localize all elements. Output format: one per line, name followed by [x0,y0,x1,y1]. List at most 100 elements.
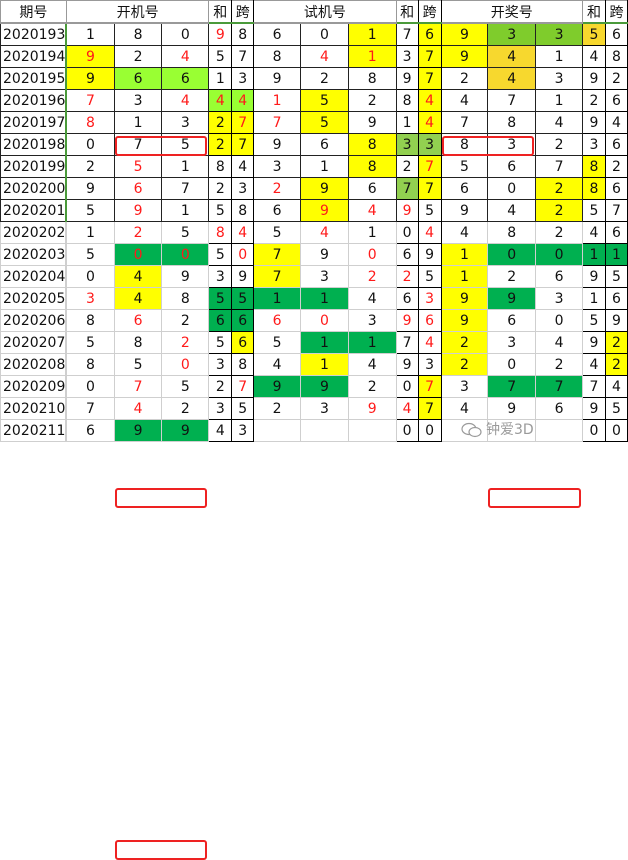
kaijiang-3-cell: 3 [535,287,583,310]
shiji-span-cell: 6 [417,22,442,46]
shiji-span-cell: 4 [417,89,442,112]
kaijiang-2-cell: 0 [487,353,537,376]
shiji-3-cell: 4 [347,287,397,310]
kaiji-sum-cell: 9 [208,22,233,46]
table-row: 2020210 7 4 2 3 5 2 3 9 4 7 4 9 6 9 5 [0,397,628,420]
shiji-3-cell: 3 [347,309,397,332]
kaiji-span-cell: 5 [231,287,255,310]
kaijiang-3-cell: 2 [535,177,583,200]
shiji-3-cell: 4 [347,353,397,376]
kaiji-sum-cell: 3 [208,397,233,420]
kaijiang-1-cell: 9 [440,199,489,222]
kaijiang-sum-cell: 2 [581,89,606,112]
kaijiang-2-cell: 4 [487,45,537,68]
watermark: 钟爱3D [461,421,534,439]
kaijiang-3-cell: 3 [535,22,583,46]
table-row: 2020196 7 3 4 4 4 1 5 2 8 4 4 7 1 2 6 [0,89,628,112]
kaijiang-1-cell: 9 [440,45,489,68]
kaijiang-sum-cell: 8 [581,155,606,178]
kaiji-2-cell: 6 [113,67,163,90]
kaiji-3-cell: 2 [161,331,210,354]
kaiji-sum-cell: 4 [208,89,233,112]
shiji-2-cell: 1 [300,287,349,310]
kaijiang-2-cell: 6 [487,155,537,178]
kaiji-sum-cell: 3 [208,353,233,376]
header-period: 期号 [0,0,67,24]
shiji-span-cell: 4 [417,331,442,354]
kaijiang-span-cell: 1 [604,243,628,266]
shiji-1-cell: 4 [253,353,302,376]
shiji-2-cell: 5 [300,89,349,112]
kaiji-2-cell: 9 [113,419,163,442]
kaijiang-2-cell [487,419,537,442]
shiji-2-cell: 3 [300,265,349,288]
kaijiang-1-cell: 4 [440,89,489,112]
kaiji-2-cell: 9 [113,199,163,222]
kaiji-3-cell: 5 [161,375,210,398]
shiji-1-cell: 9 [253,375,302,398]
shiji-sum-cell: 7 [395,331,419,354]
kaiji-sum-cell: 1 [208,67,233,90]
kaiji-sum-cell: 2 [208,133,233,156]
kaiji-1-cell: 5 [65,331,115,354]
table-row: 2020193 1 8 0 9 8 6 0 1 7 6 9 3 3 5 6 [0,22,628,46]
kaiji-2-cell: 4 [113,397,163,420]
shiji-span-cell: 7 [417,177,442,200]
kaijiang-3-cell [535,419,583,442]
table-row: 2020209 0 7 5 2 7 9 9 2 0 7 3 7 7 7 4 [0,375,628,398]
shiji-sum-cell: 7 [395,22,419,46]
kaijiang-sum-cell: 1 [581,243,606,266]
shiji-2-cell: 9 [300,177,349,200]
header-kaiji: 开机号 [65,0,210,24]
kaijiang-sum-cell: 9 [581,397,606,420]
kaijiang-sum-cell: 9 [581,111,606,134]
kaijiang-sum-cell: 8 [581,177,606,200]
kaiji-span-cell: 9 [231,265,255,288]
kaijiang-1-cell: 9 [440,309,489,332]
period-cell: 2020193 [0,22,68,46]
kaijiang-2-cell: 7 [487,89,537,112]
shiji-sum-cell: 8 [395,89,419,112]
shiji-2-cell: 4 [300,221,349,244]
kaiji-1-cell: 0 [65,133,115,156]
shiji-sum-cell: 1 [395,111,419,134]
shiji-2-cell: 9 [300,199,349,222]
shiji-3-cell: 0 [347,243,397,266]
table-body: 2020193 1 8 0 9 8 6 0 1 7 6 9 3 3 5 6 2020194 9 2 4 5 7 8 4 1 3 7 9… [0,22,628,442]
kaijiang-span-cell: 5 [604,265,628,288]
shiji-sum-cell: 4 [395,397,419,420]
shiji-span-cell: 6 [417,309,442,332]
shiji-3-cell [347,419,397,442]
kaijiang-1-cell: 1 [440,265,489,288]
kaijiang-3-cell: 2 [535,133,583,156]
header-kaijiang-span: 跨 [604,0,628,24]
shiji-1-cell [253,419,302,442]
header-row: 期号 开机号 和 跨 试机号 和 跨 开奖号 和 跨 [0,0,628,24]
kaijiang-2-cell: 4 [487,67,537,90]
table-row: 2020199 2 5 1 8 4 3 1 8 2 7 5 6 7 8 2 [0,155,628,178]
shiji-2-cell: 4 [300,45,349,68]
kaijiang-3-cell: 2 [535,221,583,244]
kaijiang-span-cell: 2 [604,331,628,354]
kaijiang-span-cell: 4 [604,375,628,398]
kaijiang-2-cell: 7 [487,375,537,398]
kaiji-span-cell: 8 [231,353,255,376]
shiji-1-cell: 6 [253,22,302,46]
shiji-span-cell: 7 [417,155,442,178]
shiji-2-cell: 6 [300,133,349,156]
kaiji-1-cell: 8 [65,309,115,332]
kaiji-1-cell: 0 [65,375,115,398]
shiji-3-cell: 4 [347,199,397,222]
kaiji-sum-cell: 5 [208,287,233,310]
period-cell: 2020200 [0,177,68,200]
table-row: 2020201 5 9 1 5 8 6 9 4 9 5 9 4 2 5 7 [0,199,628,222]
kaijiang-1-cell: 4 [440,397,489,420]
kaiji-3-cell: 3 [161,111,210,134]
highlight-box [115,840,207,860]
shiji-sum-cell: 3 [395,45,419,68]
kaijiang-span-cell: 6 [604,177,628,200]
kaijiang-2-cell: 8 [487,111,537,134]
kaiji-2-cell: 5 [113,353,163,376]
shiji-3-cell: 8 [347,155,397,178]
shiji-2-cell: 0 [300,22,349,46]
